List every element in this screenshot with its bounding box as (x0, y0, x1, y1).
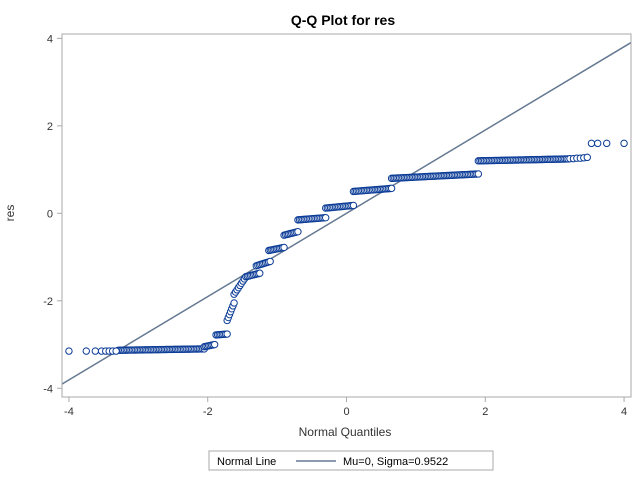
data-point (620, 139, 628, 148)
data-point (82, 347, 90, 355)
chart-title: Q-Q Plot for res (291, 12, 395, 28)
normal-reference-line (62, 41, 631, 385)
y-tick-label: -4 (43, 383, 53, 395)
data-point (223, 330, 231, 338)
x-tick-label: 4 (621, 406, 627, 418)
data-point (280, 243, 288, 252)
y-tick-label: -2 (43, 296, 53, 308)
data-point (321, 213, 330, 222)
legend-title: Normal Line (217, 456, 276, 468)
data-point (112, 347, 120, 355)
data-point (387, 184, 396, 193)
data-point (294, 227, 302, 236)
data-point (256, 269, 264, 277)
x-axis-label: Normal Quantiles (299, 425, 392, 439)
y-axis: -4 -2 0 2 4 (43, 33, 62, 395)
x-tick-label: -2 (203, 406, 213, 418)
legend-entry: Mu=0, Sigma=0.9522 (343, 456, 448, 468)
data-points (65, 139, 628, 355)
data-point (593, 139, 602, 148)
x-tick-label: 0 (343, 406, 349, 418)
x-axis: -4 -2 0 2 4 (64, 397, 627, 418)
data-point (349, 201, 358, 210)
y-tick-label: 2 (47, 121, 53, 133)
data-point (65, 347, 73, 355)
y-axis-label: res (3, 205, 17, 222)
data-point (230, 299, 238, 307)
y-tick-label: 4 (47, 33, 53, 45)
x-tick-label: 2 (482, 406, 488, 418)
legend: Normal Line Mu=0, Sigma=0.9522 (208, 450, 494, 471)
x-tick-label: -4 (64, 406, 74, 418)
data-point (266, 257, 274, 266)
y-tick-label: 0 (47, 208, 53, 220)
data-point (583, 153, 591, 162)
plot-area (61, 33, 632, 398)
data-point (603, 139, 611, 148)
data-point (474, 170, 483, 178)
data-point (587, 139, 596, 148)
data-point (91, 347, 100, 355)
data-point (210, 340, 219, 349)
legend-box (208, 450, 494, 471)
